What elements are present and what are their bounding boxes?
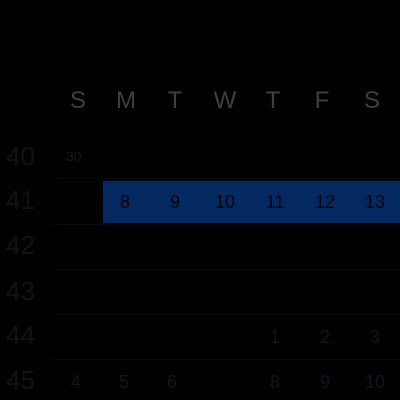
row-separator — [52, 314, 400, 315]
month-tag: 30 — [66, 148, 82, 164]
weekday-header-tuesday: T — [167, 87, 183, 114]
selected-week-row[interactable] — [103, 181, 400, 223]
day-cell[interactable]: 1 — [269, 327, 280, 347]
week-number-45: 45 — [6, 365, 35, 395]
day-cell[interactable]: 11 — [265, 192, 285, 212]
day-cell[interactable]: 4 — [70, 372, 81, 392]
day-cell[interactable]: 9 — [319, 372, 330, 392]
weekday-header-wednesday: W — [213, 87, 237, 114]
day-cell[interactable]: 10 — [214, 192, 236, 212]
day-cell[interactable]: 5 — [118, 372, 129, 392]
day-cell[interactable]: 10 — [364, 372, 386, 392]
weekday-header-saturday: S — [363, 87, 380, 114]
week-number-43: 43 — [6, 276, 35, 306]
day-cell[interactable]: 9 — [169, 192, 180, 212]
day-cell[interactable]: 2 — [319, 327, 330, 347]
weekday-header-friday: F — [314, 87, 330, 114]
weekday-header-monday: M — [116, 87, 136, 114]
day-cell[interactable]: 13 — [364, 192, 386, 212]
weekday-header-sunday: S — [69, 87, 86, 114]
day-cell[interactable]: 8 — [269, 372, 280, 392]
day-cell[interactable]: 8 — [119, 192, 130, 212]
day-cell[interactable]: 12 — [314, 192, 336, 212]
week-number-40: 40 — [6, 141, 35, 171]
day-cell[interactable]: 6 — [166, 372, 177, 392]
row-separator — [52, 359, 400, 360]
day-cell[interactable]: 3 — [369, 327, 380, 347]
row-separator — [52, 224, 400, 225]
row-separator — [52, 178, 400, 179]
row-separator — [52, 269, 400, 270]
weekday-header-thursday: T — [265, 87, 281, 114]
week-number-41: 41 — [6, 185, 35, 215]
week-number-42: 42 — [6, 230, 35, 260]
week-number-44: 44 — [6, 320, 35, 350]
